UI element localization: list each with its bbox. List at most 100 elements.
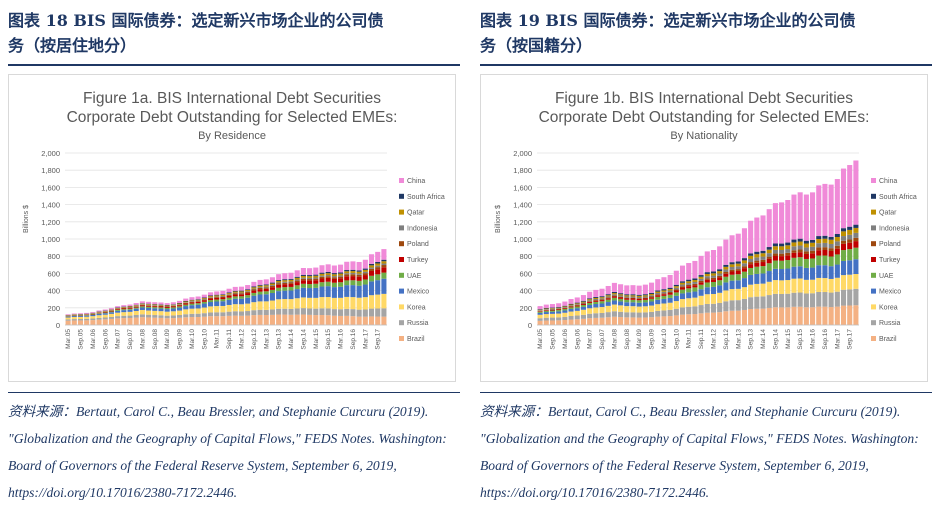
bar-segment-china	[649, 282, 655, 293]
bar-segment-china	[779, 202, 785, 244]
bar-segment-poland	[152, 305, 158, 307]
bar-segment-russia	[735, 300, 741, 311]
bar-segment-poland	[300, 278, 306, 281]
bar-segment-brazil	[655, 316, 661, 325]
bar-segment-china	[710, 250, 717, 272]
bar-segment-brazil	[642, 317, 648, 325]
bar-segment-indonesia	[556, 308, 562, 309]
bar-segment-poland	[587, 301, 593, 302]
legend-label-mexico: Mexico	[879, 289, 901, 296]
bar-segment-turkey	[108, 310, 114, 312]
bar-segment-china	[251, 281, 257, 287]
bar-segment-china	[356, 261, 362, 271]
bar-segment-china	[127, 304, 133, 307]
bar-segment-china	[220, 290, 226, 295]
legend-label-brazil: Brazil	[407, 336, 425, 343]
bar-segment-mexico	[65, 316, 71, 318]
bar-segment-south-africa	[195, 299, 201, 300]
bar-segment-indonesia	[760, 256, 766, 260]
bar-segment-korea	[574, 310, 580, 316]
bar-segment-uae	[692, 287, 698, 292]
y-tick-label: 1,200	[513, 218, 532, 227]
bar-segment-qatar	[673, 286, 679, 288]
bar-segment-korea	[146, 310, 152, 315]
bar-segment-brazil	[158, 317, 164, 325]
bar-segment-poland	[636, 298, 642, 299]
bar-segment-turkey	[207, 298, 214, 301]
bar-segment-south-africa	[232, 290, 238, 292]
x-tick-label: Sep.11	[226, 329, 233, 350]
x-tick-label: Sep.12	[251, 329, 258, 350]
bar-segment-turkey	[649, 297, 655, 299]
bar-segment-uae	[673, 292, 679, 296]
bar-segment-brazil	[362, 316, 368, 325]
bar-segment-qatar	[642, 295, 648, 297]
bar-segment-qatar	[226, 293, 232, 295]
bar-segment-russia	[655, 310, 661, 317]
bar-segment-poland	[177, 304, 183, 306]
bar-segment-indonesia	[605, 296, 611, 298]
bar-segment-brazil	[133, 317, 139, 325]
bar-segment-south-africa	[319, 272, 325, 274]
bar-segment-poland	[853, 237, 859, 242]
bar-segment-uae	[599, 301, 605, 304]
x-tick-label: Mar.12	[238, 329, 245, 349]
bar-segment-turkey	[543, 310, 549, 311]
bar-segment-china	[760, 215, 766, 251]
bar-segment-uae	[556, 310, 562, 312]
bar-segment-mexico	[313, 287, 319, 298]
y-tick-label: 600	[519, 269, 532, 278]
bar-segment-south-africa	[307, 275, 313, 277]
bar-segment-qatar	[791, 242, 797, 247]
bar-segment-china	[146, 301, 152, 304]
bar-segment-poland	[717, 275, 723, 278]
bar-segment-qatar	[220, 294, 226, 296]
bar-segment-china	[381, 249, 387, 260]
bar-segment-mexico	[183, 306, 189, 310]
bar-segment-mexico	[810, 267, 816, 280]
bar-segment-china	[294, 270, 300, 277]
bar-segment-russia	[183, 314, 189, 318]
bar-segment-china	[115, 306, 121, 308]
bar-segment-indonesia	[636, 297, 642, 299]
bar-segment-mexico	[263, 294, 269, 302]
bar-segment-brazil	[704, 312, 710, 325]
bar-segment-qatar	[164, 305, 170, 307]
bar-segment-china	[232, 286, 238, 291]
bar-segment-brazil	[300, 314, 306, 325]
bar-segment-russia	[543, 317, 549, 321]
bar-segment-turkey	[276, 284, 282, 288]
bar-segment-indonesia	[263, 286, 269, 288]
bar-segment-mexico	[276, 291, 282, 300]
bar-segment-qatar	[294, 277, 300, 280]
bar-segment-qatar	[276, 280, 282, 283]
bar-segment-uae	[263, 291, 269, 295]
bar-segment-russia	[729, 300, 735, 311]
bar-segment-qatar	[556, 307, 562, 309]
bar-segment-poland	[307, 279, 313, 281]
bar-segment-poland	[282, 282, 288, 285]
bar-segment-mexico	[307, 288, 313, 298]
legend-swatch-uae	[399, 272, 404, 278]
bar-segment-south-africa	[840, 228, 847, 232]
bar-segment-turkey	[562, 308, 568, 310]
bar-segment-turkey	[816, 250, 822, 256]
bar-segment-brazil	[611, 316, 617, 325]
bar-segment-qatar	[853, 227, 859, 233]
bar-segment-korea	[307, 297, 313, 309]
bar-segment-indonesia	[294, 279, 300, 281]
bar-segment-brazil	[537, 320, 543, 325]
bar-segment-qatar	[754, 254, 760, 258]
bar-segment-china	[300, 268, 306, 275]
bar-segment-china	[655, 279, 661, 291]
bar-segment-south-africa	[587, 298, 593, 300]
bar-segment-mexico	[847, 260, 853, 275]
bar-segment-china	[368, 254, 375, 264]
bar-segment-russia	[170, 315, 176, 319]
bar-segment-korea	[580, 309, 586, 315]
legend-label-mexico: Mexico	[407, 289, 429, 296]
bar-segment-qatar	[679, 282, 686, 285]
bar-segment-mexico	[723, 282, 729, 291]
bar-segment-qatar	[121, 307, 127, 308]
bar-segment-indonesia	[822, 242, 828, 248]
